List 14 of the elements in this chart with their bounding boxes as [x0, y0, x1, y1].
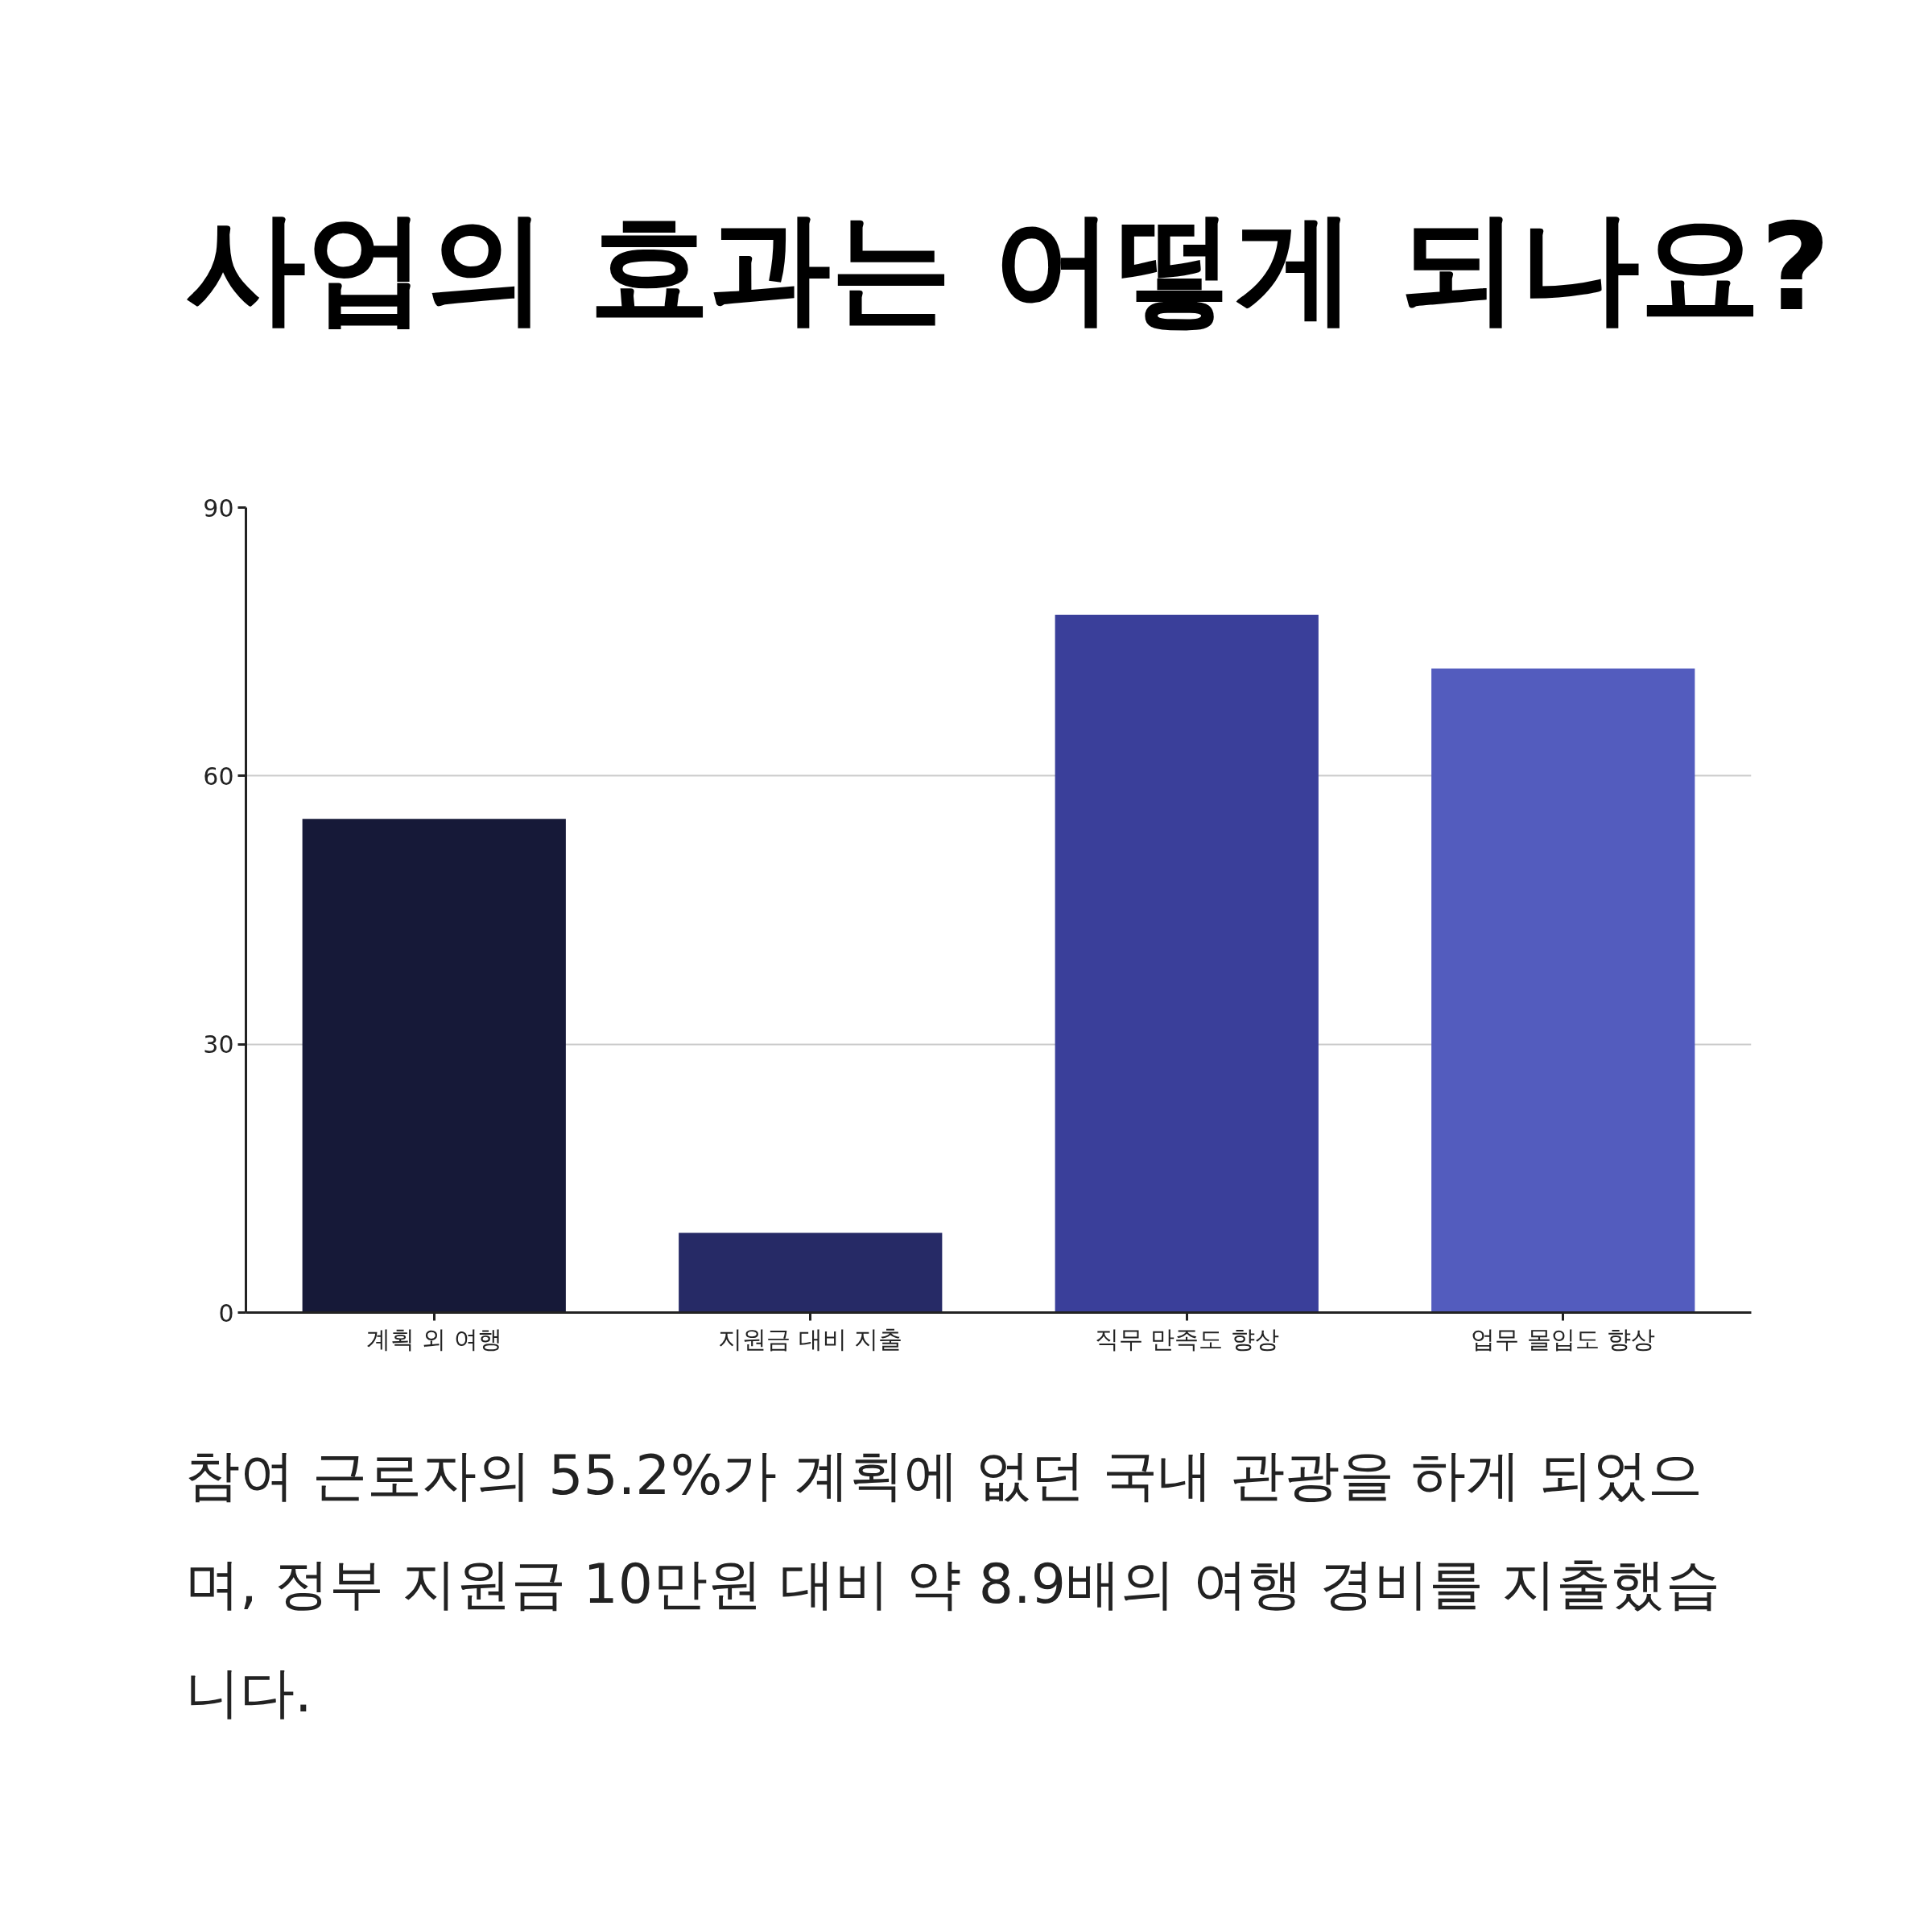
bar	[679, 1232, 943, 1313]
x-tick-label: 지원금 대비 지출	[718, 1324, 903, 1353]
x-tick-label: 직무 만족도 향상	[1094, 1324, 1279, 1353]
chart-title: 사업의 효과는 어떻게 되나요?	[185, 196, 1831, 339]
bar	[302, 819, 566, 1313]
y-tick-label: 90	[203, 493, 234, 522]
y-tick-label: 30	[203, 1030, 234, 1059]
bar	[1431, 668, 1695, 1313]
y-tick-label: 60	[203, 762, 234, 791]
y-tick-label: 0	[218, 1298, 234, 1327]
x-tick-label: 계획 외 여행	[365, 1324, 502, 1353]
bar	[1055, 614, 1319, 1313]
text: 참여 근로자의 55.2%가 계획에 없던 국내 관광을 하게 되었으며, 정부 지원금 10만원 대비 약 8.9배의 여행 경비를 지출했습니다.	[185, 1443, 1721, 1726]
x-tick-label: 업무 몰입도 향상	[1471, 1324, 1656, 1353]
